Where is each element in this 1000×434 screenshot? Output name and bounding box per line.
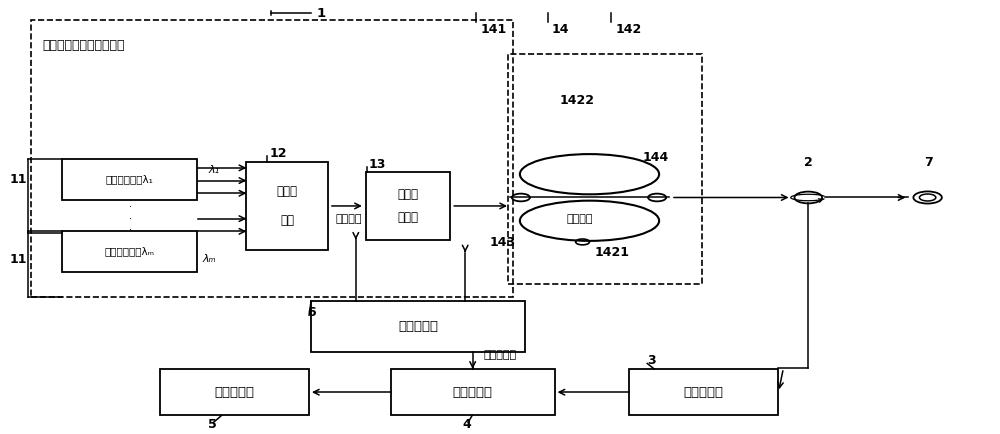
Text: 13: 13 (369, 158, 386, 171)
Text: ·
·
·: · · · (129, 202, 132, 235)
Bar (629, 369, 778, 415)
Text: 时钟和触发: 时钟和触发 (483, 350, 517, 360)
Text: 调制器: 调制器 (398, 211, 419, 224)
Text: 窄线宽激光器λ₁: 窄线宽激光器λ₁ (106, 174, 154, 184)
Text: 2: 2 (804, 156, 813, 169)
Text: 波分复: 波分复 (277, 184, 298, 197)
Text: 脉冲信号: 脉冲信号 (336, 214, 362, 224)
Text: 12: 12 (269, 148, 287, 161)
Bar (246, 161, 328, 250)
Text: 4: 4 (462, 418, 471, 431)
Text: 正弦信号: 正弦信号 (566, 214, 593, 224)
Text: λₘ: λₘ (203, 254, 216, 264)
Bar (62, 159, 197, 200)
Text: 用器: 用器 (280, 214, 294, 227)
Text: 信号处理机: 信号处理机 (214, 386, 254, 399)
Text: 14: 14 (552, 23, 569, 36)
Bar (508, 53, 702, 284)
Text: 5: 5 (208, 418, 216, 431)
Text: 信号发生器: 信号发生器 (398, 320, 438, 333)
Text: λ₁: λ₁ (208, 165, 219, 175)
Text: 1: 1 (317, 7, 326, 20)
Text: 光电探测器: 光电探测器 (684, 386, 724, 399)
Bar (391, 369, 555, 415)
Text: 光强度: 光强度 (398, 188, 419, 201)
Text: 11: 11 (10, 173, 27, 186)
Text: 144: 144 (642, 151, 668, 164)
Text: 窄线宽激光器λₘ: 窄线宽激光器λₘ (105, 247, 155, 256)
Bar (31, 20, 513, 297)
Text: 142: 142 (615, 23, 642, 36)
Text: 1421: 1421 (594, 246, 629, 259)
Bar (160, 369, 309, 415)
Text: 6: 6 (307, 306, 316, 319)
Text: 1422: 1422 (560, 95, 595, 108)
Text: 141: 141 (480, 23, 506, 36)
Bar (366, 172, 450, 240)
Bar (62, 231, 197, 272)
Text: 11: 11 (10, 253, 27, 266)
Text: 143: 143 (490, 236, 516, 249)
Text: 3: 3 (647, 354, 656, 367)
Text: 7: 7 (924, 156, 932, 169)
Bar (311, 301, 525, 352)
Text: 多波长双光脉冲生成组件: 多波长双光脉冲生成组件 (43, 39, 125, 52)
Text: 数据采集器: 数据采集器 (453, 386, 493, 399)
